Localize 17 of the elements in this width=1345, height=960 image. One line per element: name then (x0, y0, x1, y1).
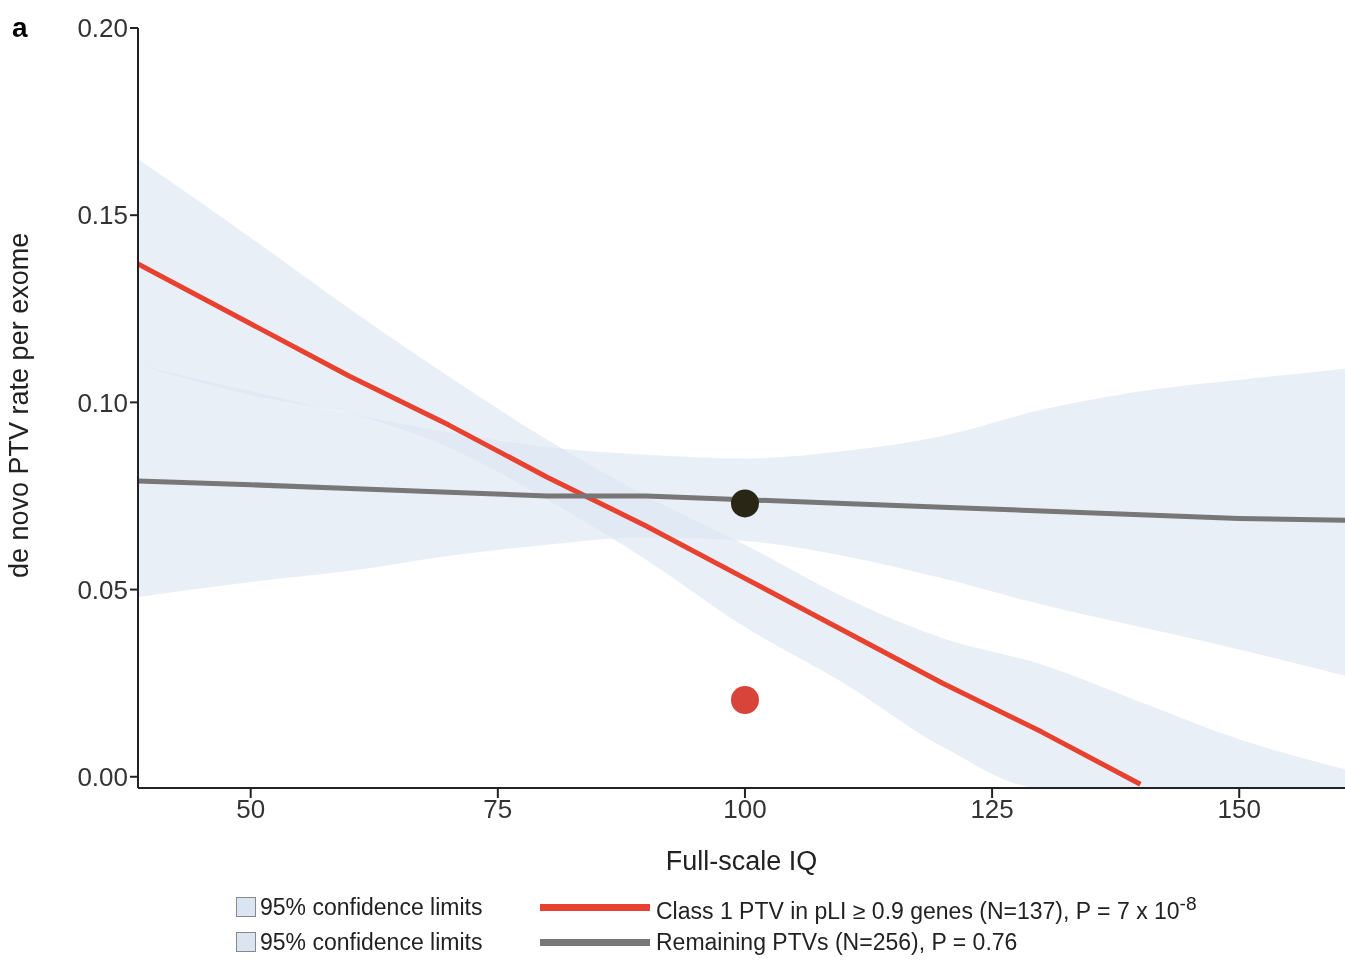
y-tick-label: 0.05 (77, 574, 128, 605)
x-tick-label: 100 (723, 794, 767, 825)
y-tick-label: 0.10 (77, 387, 128, 418)
y-tick-label: 0.00 (77, 762, 128, 792)
text: 95% confidence limits (260, 927, 484, 957)
y-tick-label: 0.15 (77, 200, 128, 231)
legend-label: Class 1 PTV in pLI ≥ 0.9 genes (N=137), P = 7 x 10$^{-8}$ (656, 892, 1197, 926)
x-tick-label: 75 (483, 794, 513, 825)
text: a (12, 12, 28, 44)
y-axis-title: de novo PTV rate per exome (3, 232, 34, 578)
x-tick-label: 50 (236, 794, 266, 825)
legend-label: Remaining PTVs (N=256), P = 0.76 (656, 927, 1018, 957)
x-tick-label: 125 (970, 794, 1014, 825)
x-tick-label: 150 (1217, 794, 1261, 825)
x-axis-title: Full-scale IQ (665, 846, 818, 876)
text: 95% confidence limits (260, 892, 484, 922)
y-tick-label: 0.20 (77, 13, 128, 44)
